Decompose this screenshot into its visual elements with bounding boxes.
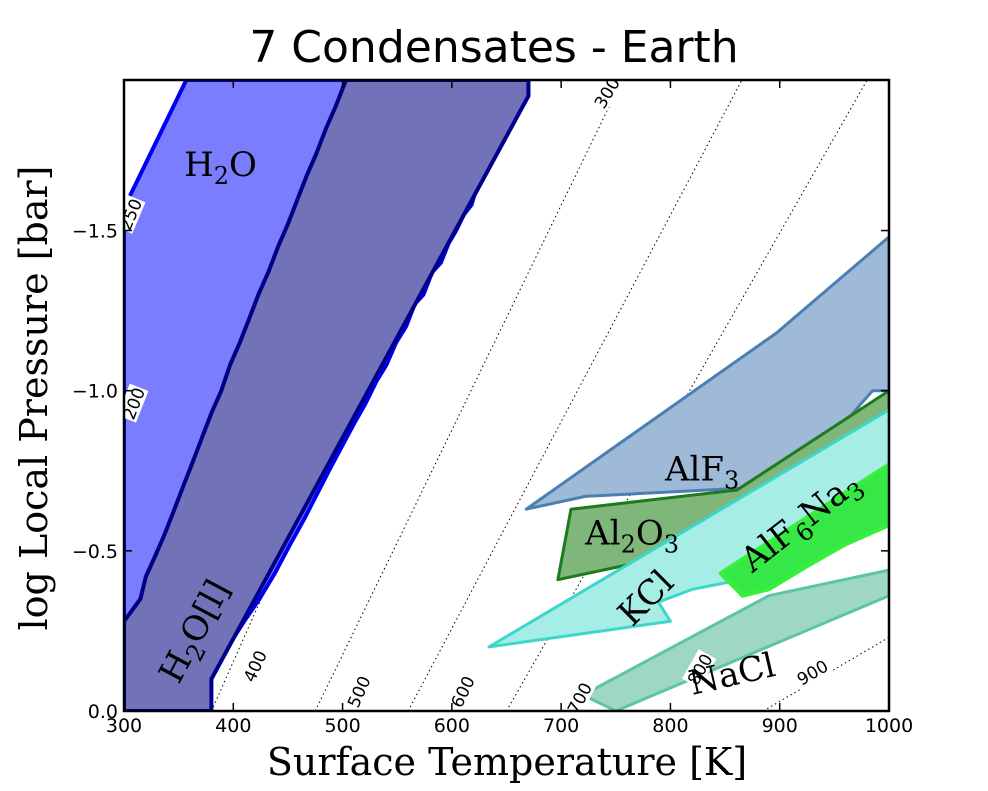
region-nacl bbox=[581, 568, 889, 711]
isotherm-label-group-700: 700 bbox=[562, 678, 597, 711]
x-tick-label-1000: 1000 bbox=[865, 715, 913, 737]
region-label-al2o3: Al2O3 bbox=[584, 513, 679, 558]
region-alf6na3 bbox=[718, 462, 889, 598]
isotherm-label-bg-800 bbox=[681, 649, 717, 689]
x-tick-label-900: 900 bbox=[762, 715, 798, 737]
isotherm-label-bg-900 bbox=[792, 654, 832, 689]
y-tick-label-15: −1.5 bbox=[72, 221, 118, 243]
region-label-alf3: AlF3 bbox=[664, 449, 739, 494]
region-h2o-l- bbox=[124, 80, 531, 711]
isotherm-label-bg-500 bbox=[342, 671, 375, 711]
x-axis-label: Surface Temperature [K] bbox=[266, 740, 748, 784]
isotherm-line-700 bbox=[407, 80, 743, 711]
isotherm-line-600 bbox=[314, 80, 623, 711]
isotherm-label-group-900: 900 bbox=[792, 654, 832, 690]
isotherm-label-900: 900 bbox=[794, 657, 832, 691]
x-tick-label-600: 600 bbox=[434, 715, 470, 737]
isotherm-label-group-400: 400 bbox=[238, 646, 272, 686]
y-tick-label-1: −1.0 bbox=[72, 381, 118, 403]
isotherm-label-group-500: 500 bbox=[342, 671, 376, 711]
y-tick-label-05: −0.5 bbox=[72, 541, 118, 563]
x-tick-label-400: 400 bbox=[215, 715, 251, 737]
isotherm-label-bg-600 bbox=[445, 671, 479, 711]
chart-title: 7 Condensates - Earth bbox=[249, 22, 739, 73]
isotherm-label-bg-400 bbox=[238, 646, 271, 686]
isotherm-label-bg-300 bbox=[588, 80, 624, 113]
isotherm-label-bg-700 bbox=[562, 678, 596, 711]
isotherm-label-group-300: 300 bbox=[588, 80, 625, 113]
region-label-h2o: H2O bbox=[184, 145, 257, 190]
x-tick-label-700: 700 bbox=[543, 715, 579, 737]
x-tick-label-300: 300 bbox=[106, 715, 142, 737]
x-tick-label-800: 800 bbox=[652, 715, 688, 737]
isotherm-label-bg-250 bbox=[124, 194, 146, 234]
axes-frame bbox=[122, 78, 891, 713]
x-tick-label-500: 500 bbox=[324, 715, 360, 737]
y-tick-label-0: 0.0 bbox=[88, 701, 118, 723]
isotherm-label-group-600: 600 bbox=[445, 671, 480, 711]
